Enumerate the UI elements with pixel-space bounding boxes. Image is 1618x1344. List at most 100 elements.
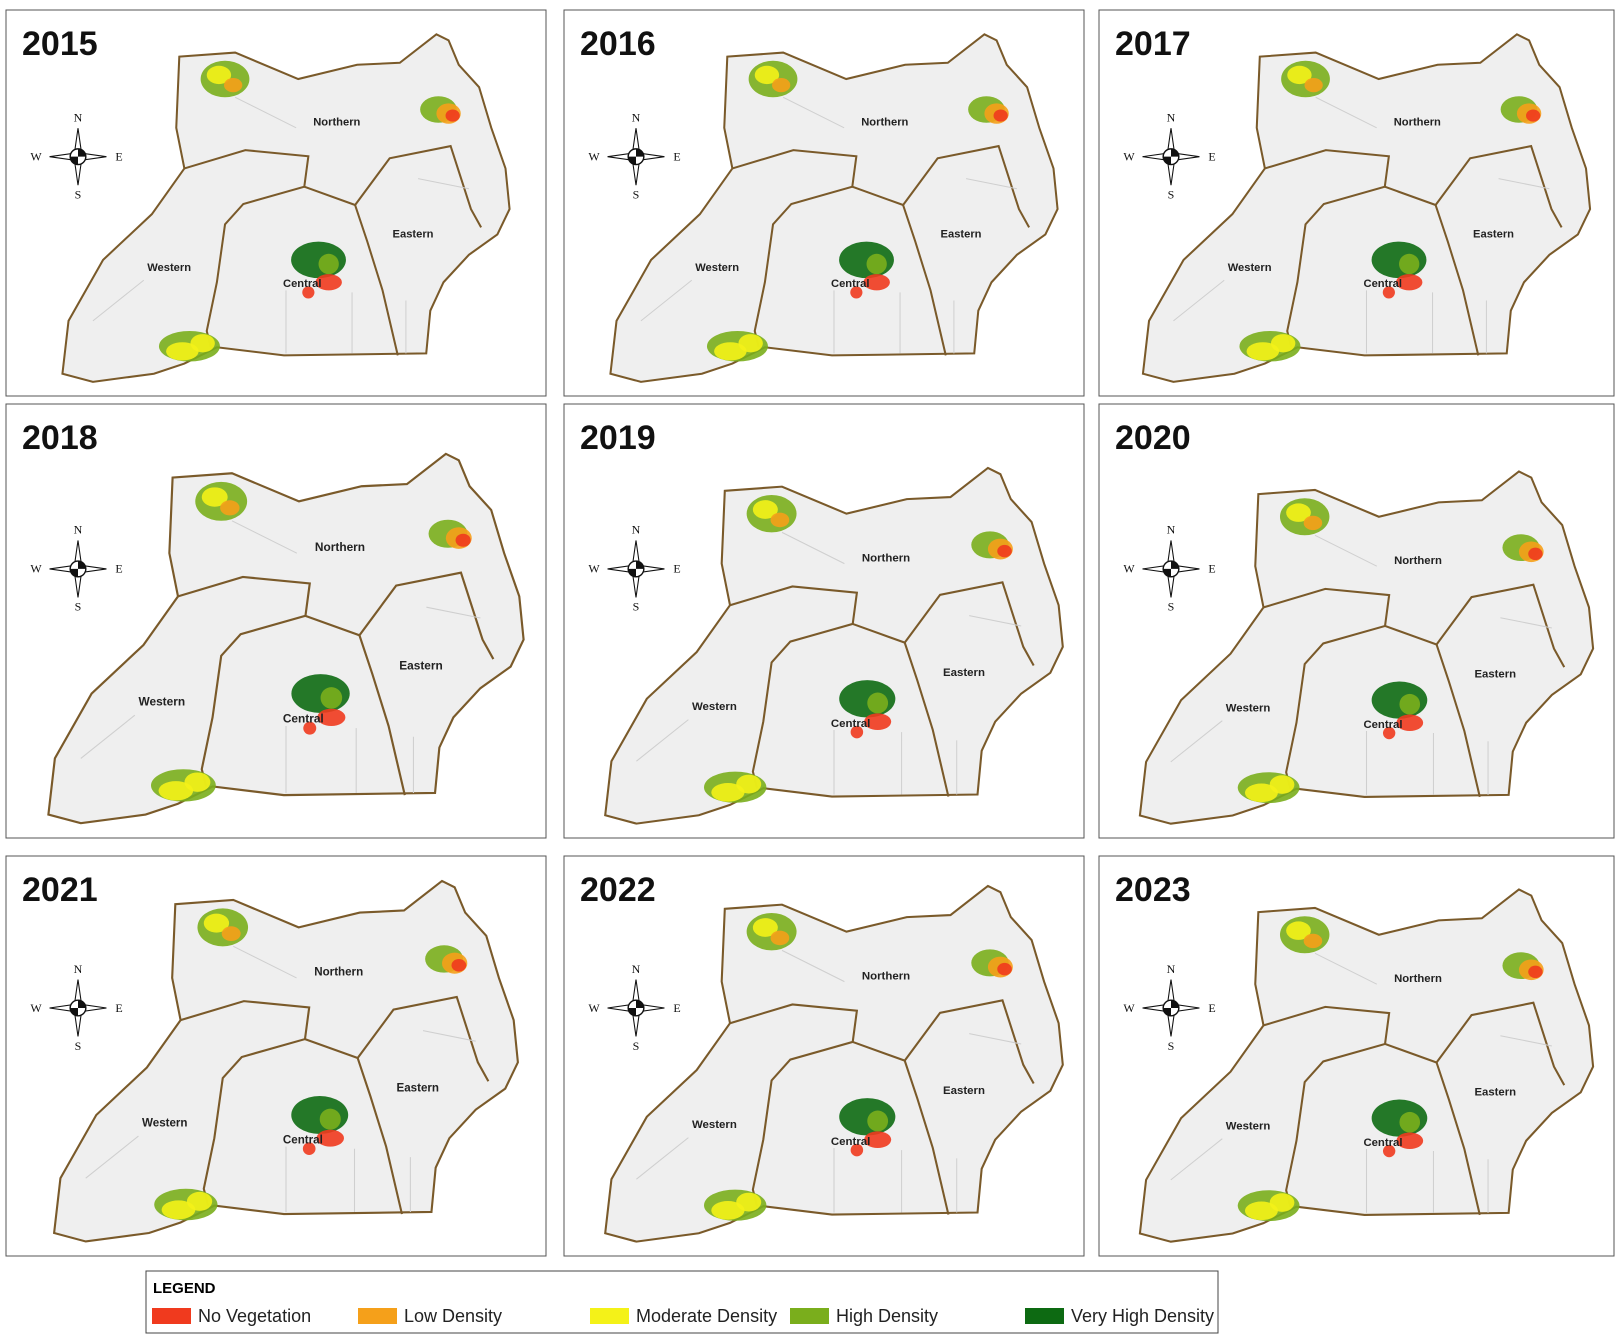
legend-swatch bbox=[590, 1308, 629, 1324]
compass-label: S bbox=[1168, 1039, 1175, 1053]
region-label: Western bbox=[692, 701, 737, 713]
compass-label: N bbox=[632, 962, 641, 976]
compass-label: E bbox=[115, 149, 122, 163]
vegetation-patch bbox=[1270, 334, 1296, 353]
compass-label: W bbox=[1123, 1001, 1135, 1015]
compass-label: E bbox=[1208, 149, 1215, 163]
map: Northern Western Central Eastern bbox=[53, 879, 519, 1243]
compass-label: S bbox=[75, 600, 82, 614]
vegetation-patch bbox=[863, 274, 890, 291]
region-label: Northern bbox=[861, 117, 908, 129]
region-label: Central bbox=[283, 278, 321, 290]
map-panel: Northern Western Central Eastern 2015 N S E W bbox=[5, 9, 547, 397]
vegetation-patch bbox=[866, 253, 887, 275]
vegetation-patch bbox=[184, 772, 211, 792]
vegetation-patch bbox=[738, 334, 763, 353]
vegetation-patch bbox=[711, 783, 745, 802]
compass-label: W bbox=[588, 1001, 600, 1015]
region-label: Central bbox=[1364, 278, 1402, 290]
vegetation-patch bbox=[166, 342, 199, 361]
vegetation-patch bbox=[1399, 1111, 1421, 1133]
vegetation-patch bbox=[1244, 1201, 1278, 1221]
legend-swatch bbox=[1025, 1308, 1064, 1324]
compass-label: E bbox=[673, 149, 680, 163]
vegetation-patch bbox=[770, 512, 790, 528]
vegetation-patch bbox=[1395, 274, 1423, 291]
year-label: 2023 bbox=[1115, 871, 1191, 909]
vegetation-patch bbox=[303, 721, 317, 735]
vegetation-patch bbox=[186, 1191, 213, 1211]
vegetation-patch bbox=[1382, 726, 1396, 740]
vegetation-patch bbox=[158, 781, 194, 801]
vegetation-patch bbox=[1286, 503, 1311, 522]
region-label: Eastern bbox=[941, 228, 982, 240]
vegetation-patch bbox=[315, 274, 342, 291]
region-label: Western bbox=[695, 262, 739, 274]
vegetation-patch bbox=[997, 544, 1012, 558]
vegetation-patch bbox=[445, 109, 460, 122]
region-label: Northern bbox=[313, 117, 360, 129]
vegetation-patch bbox=[221, 926, 241, 942]
vegetation-patch bbox=[867, 1110, 889, 1132]
region-label: Western bbox=[138, 694, 185, 708]
vegetation-patch bbox=[201, 487, 228, 507]
region-label: Northern bbox=[314, 967, 363, 979]
year-label: 2015 bbox=[22, 25, 98, 63]
region-label: Eastern bbox=[943, 1085, 985, 1097]
vegetation-patch bbox=[1399, 253, 1420, 275]
region-label: Northern bbox=[1394, 555, 1442, 567]
compass-label: N bbox=[1167, 523, 1176, 537]
region-label: Central bbox=[831, 278, 869, 290]
compass-label: E bbox=[115, 562, 122, 576]
vegetation-patch bbox=[714, 342, 747, 361]
vegetation-patch bbox=[1526, 109, 1541, 122]
region-label: Western bbox=[1226, 1120, 1271, 1132]
compass-label: S bbox=[633, 187, 640, 201]
vegetation-patch bbox=[190, 334, 215, 353]
year-label: 2021 bbox=[22, 871, 98, 909]
compass-label: W bbox=[588, 562, 600, 576]
vegetation-patch bbox=[455, 533, 471, 547]
legend: LEGEND No Vegetation Low Density Moderate … bbox=[145, 1270, 1219, 1334]
year-label: 2022 bbox=[580, 871, 656, 909]
map: Northern Western Central Eastern bbox=[604, 466, 1064, 825]
region-label: Central bbox=[831, 718, 870, 730]
map: Northern Western Central Eastern bbox=[1141, 33, 1592, 383]
vegetation-patch bbox=[316, 1129, 344, 1147]
compass-label: W bbox=[588, 149, 600, 163]
region-label: Eastern bbox=[1473, 228, 1514, 240]
map-panel: Northern Western Central Eastern 2018 N S E W bbox=[5, 403, 547, 839]
vegetation-patch bbox=[1304, 77, 1323, 93]
vegetation-patch bbox=[993, 109, 1008, 122]
map-panel: Northern Western Central Eastern 2022 N S E W bbox=[563, 855, 1085, 1257]
vegetation-patch bbox=[864, 713, 892, 730]
vegetation-patch bbox=[451, 958, 467, 972]
compass-label: S bbox=[75, 1039, 82, 1053]
legend-label: Low Density bbox=[404, 1306, 502, 1326]
compass-label: E bbox=[673, 562, 680, 576]
region-label: Central bbox=[831, 1136, 870, 1148]
map: Northern Western Central Eastern bbox=[609, 33, 1059, 383]
region-label: Eastern bbox=[393, 228, 434, 240]
vegetation-patch bbox=[1303, 933, 1323, 949]
region-label: Eastern bbox=[943, 667, 985, 679]
vegetation-patch bbox=[997, 962, 1012, 976]
legend-swatch bbox=[790, 1308, 829, 1324]
compass-label: W bbox=[30, 1001, 42, 1015]
vegetation-patch bbox=[319, 1108, 341, 1130]
legend-swatch bbox=[152, 1308, 191, 1324]
region-label: Northern bbox=[315, 540, 365, 554]
compass-label: W bbox=[1123, 562, 1135, 576]
compass-label: E bbox=[115, 1001, 122, 1015]
map-panel: Northern Western Central Eastern 2019 N S E W bbox=[563, 403, 1085, 839]
region-label: Eastern bbox=[399, 659, 443, 673]
compass-label: W bbox=[30, 149, 42, 163]
vegetation-patch bbox=[318, 253, 339, 275]
vegetation-patch bbox=[1286, 921, 1311, 940]
compass-label: N bbox=[74, 523, 83, 537]
compass-label: W bbox=[1123, 149, 1135, 163]
region-label: Northern bbox=[1394, 973, 1442, 985]
vegetation-patch bbox=[754, 65, 780, 85]
